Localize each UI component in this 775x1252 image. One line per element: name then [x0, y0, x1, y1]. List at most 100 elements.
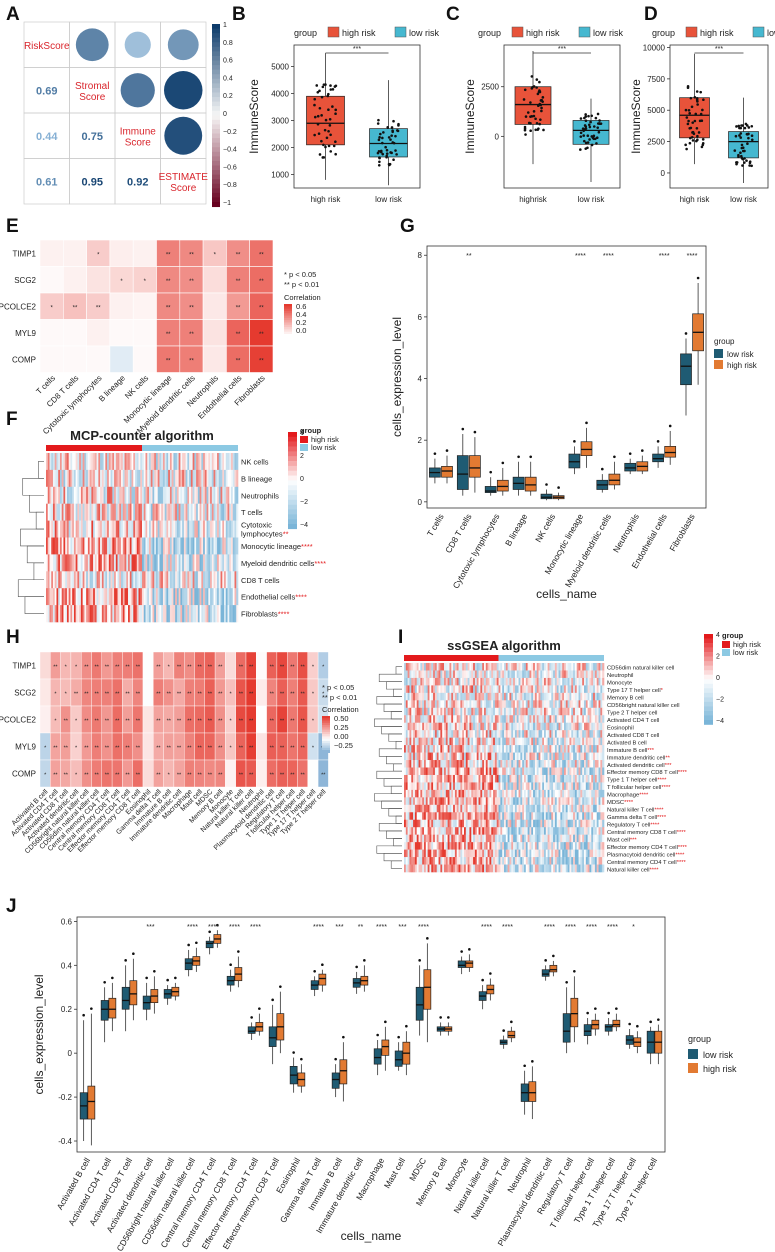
heat-cell: [565, 767, 568, 776]
heat-cell: [536, 715, 539, 724]
heat-cell: [525, 864, 528, 873]
heat-cell: [474, 804, 478, 813]
heat-cell: [178, 537, 181, 555]
heat-cell: [502, 722, 505, 731]
heat-cell: [213, 571, 216, 589]
heat-cell: [206, 469, 209, 488]
heat-cell: [444, 834, 447, 843]
heat-cell: [185, 537, 188, 555]
heat-cell: [105, 605, 108, 623]
heat-cell: [556, 849, 559, 858]
heat-cell: [93, 571, 96, 589]
heat-cell: [411, 685, 414, 694]
heat-cell: [224, 469, 227, 488]
heat-cell: [416, 857, 419, 865]
heat-cell: [451, 834, 454, 843]
heat-cell: [201, 588, 204, 606]
heat-cell: [578, 767, 581, 776]
heat-cell: [469, 804, 472, 813]
heat-cell: [449, 663, 452, 671]
heat-cell: [489, 857, 492, 865]
heat-cell: [445, 722, 448, 731]
heat-cell: [54, 520, 57, 538]
heat-cell: [161, 520, 164, 538]
heat-cell: [553, 670, 556, 679]
heat-cell: [436, 819, 439, 828]
heat-cell: [464, 819, 467, 828]
heat-cell: [522, 834, 525, 843]
heat-cell: [533, 782, 536, 791]
jitter-point: [596, 126, 600, 129]
heat-cell: [445, 812, 448, 821]
heat-cell: [47, 503, 50, 521]
heat-cell: [580, 774, 583, 783]
heat-cell: [206, 520, 209, 538]
heat-cell: [491, 745, 494, 753]
heat-cell: [425, 692, 428, 701]
jitter-point: [740, 143, 744, 147]
heat-cell: [565, 842, 568, 850]
heat-cell: [416, 827, 419, 835]
heat-cell: [429, 722, 432, 731]
heat-cell: [422, 700, 425, 709]
heat-cell: [527, 692, 530, 701]
heat-cell: [436, 692, 439, 701]
heat-cell: [438, 774, 441, 783]
heat-cell: [482, 730, 485, 738]
heat-cell: [556, 677, 559, 686]
heat-cell: [529, 670, 532, 679]
colorbar-segment: [212, 115, 220, 121]
heat-cell: [498, 677, 501, 686]
jitter-point: [320, 139, 323, 143]
heat-cell: [502, 730, 505, 738]
heat-cell: [445, 707, 448, 716]
jitter-point: [535, 78, 539, 81]
heat-cell: [409, 760, 412, 768]
heat-cell: [79, 486, 82, 504]
heat-cell: [487, 663, 490, 671]
heat-cell: [582, 849, 585, 858]
heat-cell: [444, 827, 447, 835]
heat-cell: [66, 554, 69, 572]
heat-cell: [462, 819, 465, 828]
heat-cell: [236, 605, 239, 623]
heat-cell: [573, 663, 576, 671]
heat-cell: [454, 827, 458, 835]
y-axis-label: ImmuneScore: [247, 79, 261, 154]
heat-cell: [520, 745, 523, 753]
heat-cell: [429, 677, 432, 686]
heat-cell: [424, 692, 427, 701]
heat-cell: [465, 857, 468, 865]
heat-cell: [157, 453, 160, 471]
heat-cell: [496, 730, 499, 738]
heat-cell: [518, 700, 521, 709]
heat-cell: [482, 774, 485, 783]
heat-cell: [551, 797, 554, 806]
heat-cell: [589, 804, 592, 813]
heat-cell: [560, 819, 563, 828]
heat-cell: [482, 752, 485, 761]
heat-cell: [449, 819, 452, 828]
jitter-point: [532, 110, 536, 113]
heat-cell: [155, 554, 159, 572]
heat-cell: [507, 797, 510, 806]
heat-cell: [462, 804, 465, 813]
heat-cell: [49, 588, 52, 606]
heat-cell: [449, 692, 452, 701]
heat-cell: [564, 804, 567, 813]
heat-cell: [458, 782, 461, 791]
heat-cell: [63, 588, 66, 606]
heat-cell: [482, 700, 485, 709]
heat-cell: [529, 827, 532, 835]
heat-cell: [602, 745, 605, 753]
heat-cell: [80, 605, 83, 623]
heat-cell: [94, 453, 97, 471]
heat-cell: [414, 819, 418, 828]
heat-cell: [602, 804, 605, 813]
heat-cell: [94, 588, 97, 606]
heat-cell: [524, 774, 527, 783]
heat-cell: [413, 789, 416, 798]
heat-cell: [524, 782, 527, 791]
heat-cell: [553, 715, 556, 724]
heat-cell: [478, 715, 481, 724]
